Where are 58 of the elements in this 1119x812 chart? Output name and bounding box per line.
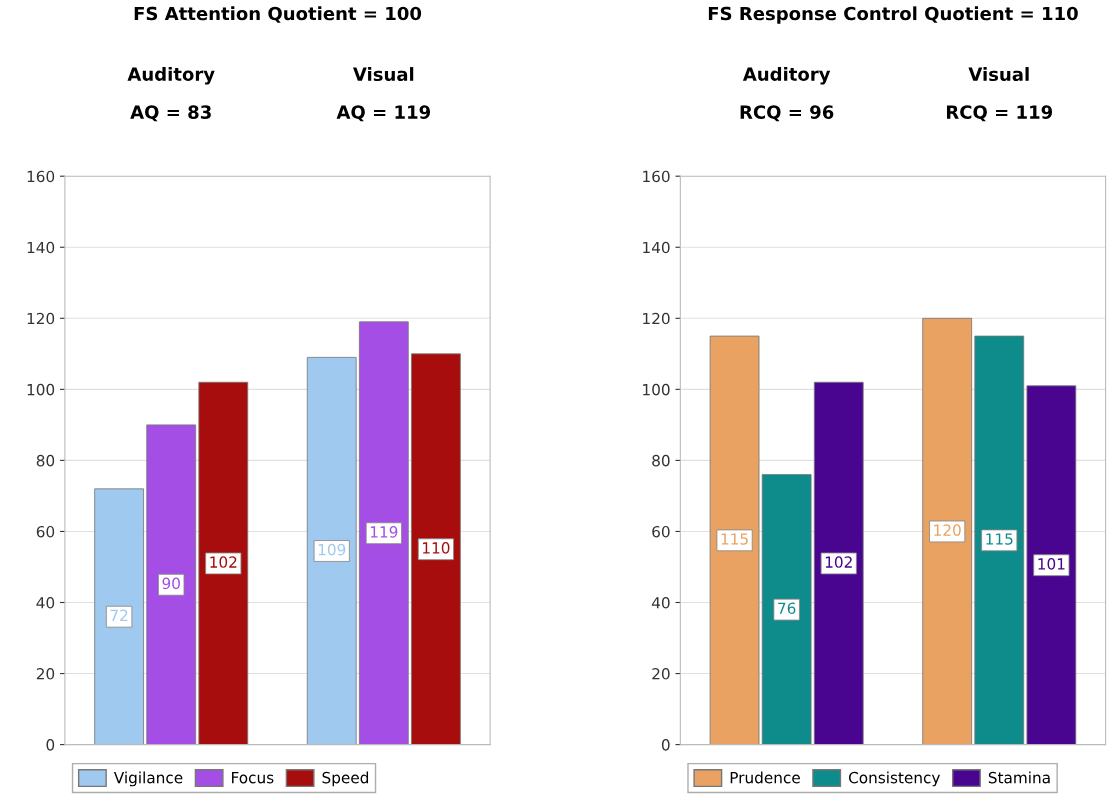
bar	[94, 488, 144, 745]
x-tick-label: Auditory	[742, 66, 831, 85]
data-label: 102	[210, 556, 237, 568]
text: AQ = 119	[336, 105, 431, 122]
y-tick-label: 140	[27, 241, 55, 254]
legend-label: Prudence	[730, 771, 800, 784]
y-tick-label: 0	[46, 739, 55, 751]
bar	[306, 356, 357, 745]
y-tick-label: 120	[643, 312, 670, 325]
data-label: 110	[423, 542, 450, 554]
y-tick-label: 20	[652, 668, 670, 680]
legend-label: Focus	[232, 772, 274, 784]
data-label: 115	[986, 533, 1013, 545]
y-tick-label: 60	[36, 525, 55, 538]
y-tick-label: 20	[36, 668, 55, 680]
bar	[411, 353, 461, 745]
y-tick-label: 120	[27, 312, 55, 325]
bar	[813, 381, 864, 745]
bar	[146, 424, 197, 745]
text: RCQ = 96	[740, 105, 834, 122]
bar	[198, 381, 249, 745]
data-label: 102	[825, 556, 852, 568]
y-tick-label: 140	[643, 241, 670, 254]
legend-label: Consistency	[848, 771, 941, 787]
y-tick-label: 160	[27, 170, 55, 183]
legend-label: Stamina	[988, 771, 1050, 784]
bar	[1026, 385, 1077, 745]
bar	[974, 335, 1025, 745]
data-label: 115	[721, 533, 748, 545]
data-label: 109	[318, 543, 346, 556]
bar	[922, 317, 973, 745]
y-tick-label: 60	[652, 525, 670, 538]
text: AQ = 83	[130, 105, 211, 122]
y-tick-label: 80	[652, 454, 670, 467]
bar	[358, 321, 409, 745]
y-tick-label: 100	[27, 383, 55, 396]
data-label: 101	[1038, 558, 1065, 570]
data-label: 119	[370, 526, 398, 538]
y-tick-label: 160	[643, 170, 670, 183]
data-label: 76	[778, 602, 796, 615]
legend-label: Speed	[322, 771, 369, 787]
chart-title: FS Response Control Quotient = 110	[708, 6, 1078, 24]
data-label: 120	[934, 524, 961, 536]
y-tick-label: 100	[643, 383, 670, 396]
bar	[709, 335, 760, 745]
data-label: 90	[162, 577, 180, 590]
y-tick-label: 40	[651, 596, 670, 609]
chart-title: FS Attention Quotient = 100	[134, 6, 422, 23]
y-tick-label: 40	[36, 596, 55, 609]
x-tick-label: Visual	[352, 67, 414, 82]
x-tick-label: Visual	[968, 67, 1029, 82]
legend-label: Vigilance	[113, 771, 183, 787]
bar	[761, 474, 812, 745]
data-label: 72	[110, 609, 128, 621]
x-tick-label: Auditory	[127, 66, 215, 85]
y-tick-label: 0	[661, 739, 670, 751]
text: RCQ = 119	[946, 105, 1053, 122]
y-tick-label: 80	[36, 454, 55, 467]
